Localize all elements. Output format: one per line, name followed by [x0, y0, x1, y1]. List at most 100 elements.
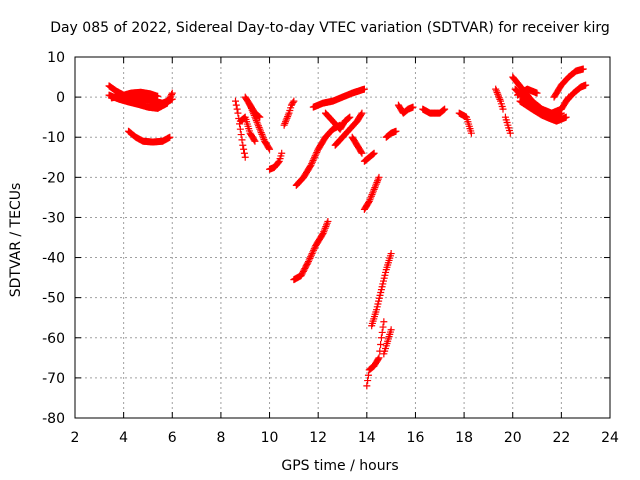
data-point — [369, 187, 377, 195]
data-point — [373, 178, 381, 186]
series-segment — [232, 97, 249, 161]
data-point — [363, 382, 371, 390]
data-point — [387, 250, 395, 258]
data-point — [380, 318, 388, 326]
data-point — [275, 158, 283, 166]
data-point — [241, 153, 249, 161]
series-segment — [455, 109, 475, 137]
data-point — [499, 105, 507, 113]
y-tick-label: 10 — [47, 50, 65, 66]
series-segment — [107, 88, 162, 102]
data-point — [323, 221, 331, 229]
data-point — [312, 150, 320, 158]
x-tick-label: 12 — [309, 430, 327, 446]
series-segment — [382, 127, 400, 141]
data-point — [254, 122, 262, 130]
data-point — [372, 182, 380, 190]
y-tick-label: -70 — [42, 371, 65, 387]
data-point — [254, 120, 262, 128]
data-point — [467, 129, 475, 137]
data-point — [278, 149, 286, 157]
data-point — [579, 65, 587, 73]
plot-frame — [74, 56, 611, 419]
data-point — [582, 81, 590, 89]
data-point — [236, 125, 244, 133]
data-point — [557, 109, 565, 117]
data-point — [253, 118, 261, 126]
data-point — [562, 113, 570, 121]
data-point — [364, 371, 372, 379]
data-point — [494, 90, 502, 98]
data-point — [375, 354, 383, 362]
data-point — [306, 254, 314, 262]
data-point — [392, 127, 400, 135]
series-segment — [360, 149, 378, 165]
data-point — [495, 94, 503, 102]
y-tick-label: -30 — [42, 210, 65, 226]
series-segment — [331, 109, 366, 149]
x-tick-label: 24 — [601, 430, 619, 446]
data-point — [168, 91, 176, 99]
data-point — [266, 145, 274, 153]
x-tick-label: 16 — [407, 430, 425, 446]
data-point — [258, 130, 266, 138]
series-segment — [321, 109, 354, 133]
series-segment — [492, 85, 507, 113]
data-point — [304, 258, 312, 266]
data-point — [367, 194, 375, 202]
series-segment — [360, 173, 383, 213]
data-point — [319, 229, 327, 237]
data-point — [320, 228, 328, 236]
data-point — [368, 191, 376, 199]
data-point — [379, 323, 387, 331]
data-point — [441, 105, 449, 113]
data-point — [370, 185, 378, 193]
data-point — [281, 119, 289, 127]
data-point — [377, 334, 385, 342]
data-point — [311, 153, 319, 161]
data-point — [240, 149, 248, 157]
data-point — [256, 113, 264, 121]
data-point — [371, 184, 379, 192]
data-point — [323, 219, 331, 227]
data-point — [324, 217, 332, 225]
data-point — [308, 158, 316, 166]
x-tick-label: 2 — [71, 430, 80, 446]
data-point — [232, 97, 239, 105]
data-point — [255, 123, 263, 131]
y-axis-label: SDTVAR / TECUs — [8, 183, 24, 298]
data-point — [496, 95, 504, 103]
series-segment — [290, 217, 332, 284]
series-segment — [266, 149, 286, 173]
data-point — [259, 134, 267, 142]
data-point — [322, 223, 330, 231]
data-point — [493, 89, 501, 97]
data-point — [166, 133, 174, 141]
series-segment — [241, 93, 264, 121]
data-point — [309, 156, 317, 164]
data-point — [372, 180, 380, 188]
x-tick-label: 4 — [119, 430, 128, 446]
data-point — [284, 111, 292, 119]
data-point — [168, 89, 176, 97]
data-point — [374, 355, 382, 363]
y-tick-label: 0 — [56, 90, 65, 106]
data-point — [533, 89, 541, 97]
data-point — [492, 85, 500, 93]
data-point — [366, 196, 374, 204]
series-segment — [348, 133, 366, 157]
data-point — [365, 197, 373, 205]
y-tick-label: -80 — [42, 411, 65, 427]
series-segment — [363, 318, 388, 390]
data-point — [346, 113, 354, 121]
data-point — [309, 248, 317, 256]
data-point — [282, 118, 290, 126]
series-segment — [368, 250, 395, 330]
x-tick-label: 10 — [261, 430, 279, 446]
data-point — [265, 144, 273, 152]
x-tick-label: 18 — [455, 430, 473, 446]
data-point — [310, 245, 318, 253]
data-point — [367, 192, 375, 200]
data-point — [494, 92, 502, 100]
data-point — [506, 129, 514, 137]
